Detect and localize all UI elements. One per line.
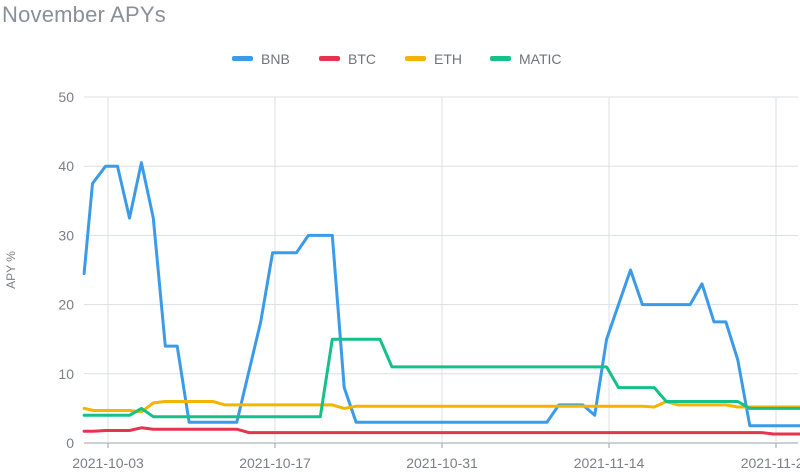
legend-swatch-eth[interactable] xyxy=(405,56,426,61)
x-tick-label-2021-10-31: 2021-10-31 xyxy=(406,455,478,471)
series-line-eth xyxy=(82,400,800,414)
y-tick-label-0: 0 xyxy=(66,435,74,451)
series-line-btc xyxy=(82,426,800,436)
y-tick-label-50: 50 xyxy=(58,89,74,105)
series-line-bnb xyxy=(82,161,800,428)
chart-title: November APYs xyxy=(2,2,167,27)
y-tick-label-30: 30 xyxy=(58,227,74,243)
y-tick-label-20: 20 xyxy=(58,297,74,313)
legend-label-matic[interactable]: MATIC xyxy=(519,51,562,67)
legend-label-btc[interactable]: BTC xyxy=(348,51,376,67)
legend-swatch-matic[interactable] xyxy=(490,56,511,61)
x-tick-label-2021-10-17: 2021-10-17 xyxy=(239,455,311,471)
x-tick-label-2021-11-28: 2021-11-28 xyxy=(741,455,800,471)
legend-label-eth[interactable]: ETH xyxy=(434,51,462,67)
y-tick-label-10: 10 xyxy=(58,366,74,382)
x-tick-label-2021-10-03: 2021-10-03 xyxy=(72,455,144,471)
x-tick-label-2021-11-14: 2021-11-14 xyxy=(574,455,645,471)
legend-swatch-btc[interactable] xyxy=(319,56,340,61)
legend-swatch-bnb[interactable] xyxy=(232,56,253,61)
y-axis-title: APY % xyxy=(4,251,18,289)
y-tick-label-40: 40 xyxy=(58,158,74,174)
series-line-matic xyxy=(82,337,800,419)
legend-label-bnb[interactable]: BNB xyxy=(261,51,290,67)
